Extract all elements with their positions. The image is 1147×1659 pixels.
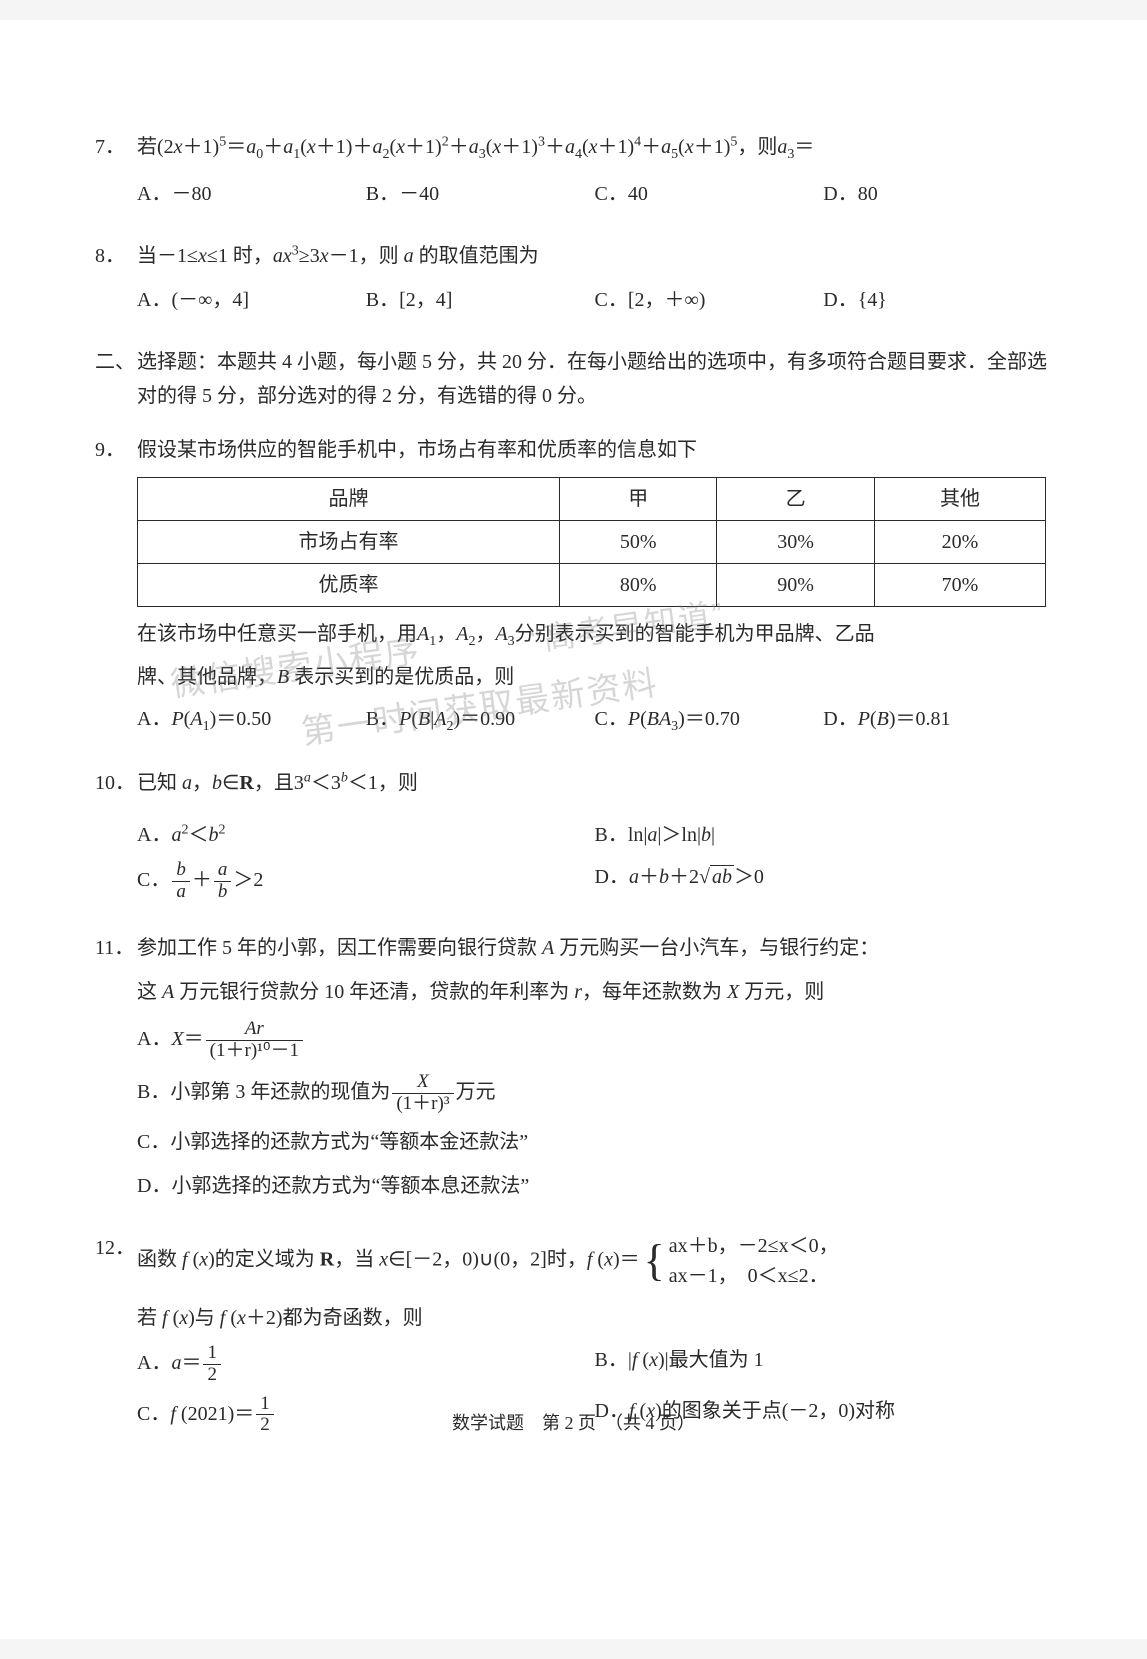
table-cell: 乙	[717, 477, 874, 520]
table-cell: 其他	[874, 477, 1045, 520]
q7-stem: 若(2x＋1)5＝a0＋a1(x＋1)＋a2(x＋1)2＋a3(x＋1)3＋a4…	[137, 130, 1052, 167]
q9-stem: 假设某市场供应的智能手机中，市场占有率和优质率的信息如下	[137, 433, 1052, 467]
page-footer: 数学试题 第 2 页 （共 4 页）	[0, 1408, 1147, 1439]
table-cell: 30%	[717, 520, 874, 563]
q7-option-a: A．－80	[137, 177, 366, 211]
table-cell: 90%	[717, 563, 874, 606]
q7-option-c: C．40	[595, 177, 824, 211]
q8-option-d: D．{4}	[823, 283, 1052, 317]
q9-option-b: B．P(B|A2)＝0.90	[366, 702, 595, 739]
q9-after2: 牌、其他品牌，B 表示买到的是优质品，则	[95, 660, 1052, 694]
question-12: 12． 函数 f (x)的定义域为 R，当 x∈[－2，0)∪(0，2]时，f …	[95, 1231, 1052, 1437]
question-10: 10． 已知 a，b∈R，且3a＜3b＜1，则 A．a2＜b2 B．ln|a|＞…	[95, 766, 1052, 903]
q12-stem: 函数 f (x)的定义域为 R，当 x∈[－2，0)∪(0，2]时，f (x)＝…	[137, 1231, 1052, 1291]
q8-stem: 当－1≤x≤1 时，ax3≥3x－1，则 a 的取值范围为	[137, 239, 1052, 273]
section-2-label: 二、	[95, 345, 137, 413]
q10-option-c: C．ba＋ab＞2	[137, 860, 595, 903]
q9-option-d: D．P(B)＝0.81	[823, 702, 1052, 739]
question-11: 11． 参加工作 5 年的小郭，因工作需要向银行贷款 A 万元购买一台小汽车，与…	[95, 931, 1052, 1203]
q11-stem1: 参加工作 5 年的小郭，因工作需要向银行贷款 A 万元购买一台小汽车，与银行约定…	[137, 931, 1052, 965]
section-2-header: 二、 选择题：本题共 4 小题，每小题 5 分，共 20 分．在每小题给出的选项…	[95, 345, 1052, 413]
q11-option-c: C．小郭选择的还款方式为“等额本金还款法”	[137, 1125, 1052, 1159]
q7-number: 7．	[95, 130, 137, 167]
q8-option-a: A．(－∞，4]	[137, 283, 366, 317]
q11-option-b: B．小郭第 3 年还款的现值为X(1＋r)³万元	[137, 1072, 1052, 1115]
table-cell: 甲	[560, 477, 717, 520]
exam-page: 7． 若(2x＋1)5＝a0＋a1(x＋1)＋a2(x＋1)2＋a3(x＋1)3…	[0, 20, 1147, 1639]
q12-option-b: B．|f (x)|最大值为 1	[595, 1343, 1053, 1386]
q9-table: 品牌 甲 乙 其他 市场占有率 50% 30% 20% 优质率 80% 90% …	[137, 477, 1046, 607]
q7-option-d: D．80	[823, 177, 1052, 211]
q9-after1: 在该市场中任意买一部手机，用A1，A2，A3分别表示买到的智能手机为甲品牌、乙品	[95, 617, 1052, 654]
q11-stem2: 这 A 万元银行贷款分 10 年还清，贷款的年利率为 r，每年还款数为 X 万元…	[95, 975, 1052, 1009]
table-cell: 优质率	[138, 563, 560, 606]
q9-number: 9．	[95, 433, 137, 467]
q12-number: 12．	[95, 1231, 137, 1291]
q8-number: 8．	[95, 239, 137, 273]
q12-stem2: 若 f (x)与 f (x＋2)都为奇函数，则	[95, 1301, 1052, 1335]
q11-number: 11．	[95, 931, 137, 965]
q9-option-a: A．P(A1)＝0.50	[137, 702, 366, 739]
q11-option-d: D．小郭选择的还款方式为“等额本息还款法”	[137, 1169, 1052, 1203]
q9-option-c: C．P(BA3)＝0.70	[595, 702, 824, 739]
q10-option-b: B．ln|a|＞ln|b|	[595, 818, 1053, 852]
q7-option-b: B．－40	[366, 177, 595, 211]
q11-option-a: A．X＝Ar(1＋r)¹⁰－1	[137, 1019, 1052, 1062]
table-cell: 品牌	[138, 477, 560, 520]
question-9: 9． 假设某市场供应的智能手机中，市场占有率和优质率的信息如下 品牌 甲 乙 其…	[95, 433, 1052, 739]
section-2-text: 选择题：本题共 4 小题，每小题 5 分，共 20 分．在每小题给出的选项中，有…	[137, 345, 1052, 413]
table-cell: 20%	[874, 520, 1045, 563]
q10-option-a: A．a2＜b2	[137, 818, 595, 852]
table-cell: 70%	[874, 563, 1045, 606]
q12-option-a: A．a＝12	[137, 1343, 595, 1386]
table-cell: 市场占有率	[138, 520, 560, 563]
q8-option-c: C．[2，＋∞)	[595, 283, 824, 317]
q10-number: 10．	[95, 766, 137, 800]
q10-option-d: D．a＋b＋2√ab＞0	[595, 860, 1053, 903]
q10-stem: 已知 a，b∈R，且3a＜3b＜1，则	[137, 766, 1052, 800]
question-7: 7． 若(2x＋1)5＝a0＋a1(x＋1)＋a2(x＋1)2＋a3(x＋1)3…	[95, 130, 1052, 211]
question-8: 8． 当－1≤x≤1 时，ax3≥3x－1，则 a 的取值范围为 A．(－∞，4…	[95, 239, 1052, 317]
table-cell: 50%	[560, 520, 717, 563]
q8-option-b: B．[2，4]	[366, 283, 595, 317]
table-cell: 80%	[560, 563, 717, 606]
